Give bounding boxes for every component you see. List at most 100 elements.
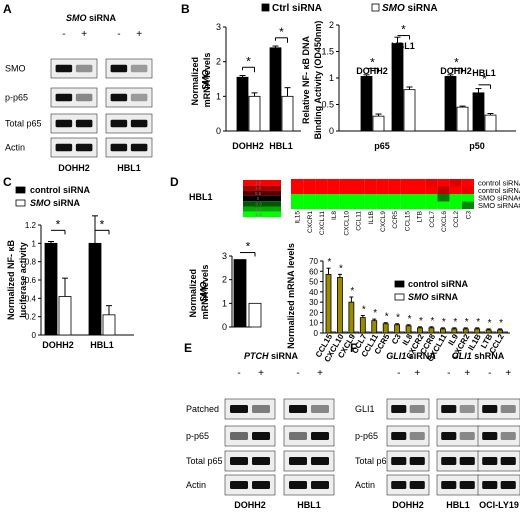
text-part: SMO — [408, 292, 429, 302]
heatmap-cell — [461, 194, 474, 202]
legend-label: control siRNA — [30, 185, 91, 195]
blot-band — [289, 457, 307, 465]
heatmap-cell — [388, 201, 401, 209]
lane-sign: + — [464, 368, 470, 379]
blot-band — [391, 432, 407, 440]
blot-band — [459, 457, 475, 465]
significance-star: * — [482, 72, 487, 86]
blot-band — [110, 143, 128, 152]
axis-label-line: Binding Activity (OD450nm) — [313, 21, 323, 140]
panel-letter: F — [350, 341, 357, 355]
blot-strip — [283, 425, 335, 447]
y-tick-label: 0.8 — [25, 258, 37, 267]
legend-swatch — [371, 3, 380, 12]
legend-label: Ctrl siRNA — [272, 3, 322, 14]
bar — [359, 317, 366, 334]
heatmap-cell — [376, 201, 389, 209]
blot-strip — [283, 398, 335, 420]
heatmap-cell — [376, 179, 389, 187]
blot-band — [75, 93, 93, 102]
bar — [433, 331, 440, 334]
significance-star: * — [499, 318, 503, 329]
blot-strip — [386, 450, 430, 472]
heatmap-cell — [327, 194, 340, 202]
significance-star: * — [246, 240, 251, 254]
bar — [497, 329, 503, 334]
y-tick-label: 0.2 — [25, 313, 37, 322]
y-tick-label: 30 — [309, 298, 318, 307]
cell-line-label: HBL1 — [297, 500, 321, 510]
cell-line-label: DOHH2 — [440, 66, 472, 76]
cell-line-label: DOHH2 — [356, 66, 388, 76]
bar — [330, 331, 337, 334]
legend-swatch — [15, 186, 26, 194]
bar — [474, 328, 481, 334]
axis-label-line: SMO — [198, 282, 208, 303]
axis-label: Relative NF- κB DNA — [301, 35, 311, 124]
lane-sign: + — [136, 29, 142, 40]
bar — [360, 76, 373, 132]
legend-label: SMO siRNA — [408, 292, 459, 302]
blot-band — [252, 432, 270, 440]
blot-band — [391, 405, 407, 413]
cell-line-label: HBL1 — [446, 500, 470, 510]
bar — [248, 302, 262, 328]
significance-star: * — [56, 217, 61, 231]
heatmap-gene-label: LTB — [417, 211, 424, 222]
heatmap-cell — [425, 201, 438, 209]
heatmap-cell — [315, 194, 328, 202]
bar — [394, 324, 401, 334]
heatmap-cell — [315, 201, 328, 209]
blot-row-label: SMO — [5, 64, 26, 74]
y-tick-label: 10 — [309, 319, 318, 328]
blot-band — [110, 119, 128, 128]
significance-star: * — [350, 286, 354, 297]
blot-band — [500, 481, 516, 489]
blot-band — [75, 64, 93, 73]
bar — [387, 331, 394, 334]
blot-band — [441, 457, 457, 465]
heatmap-gene-label: CXCL6 — [441, 211, 448, 232]
heatmap-gene-label: IL8 — [331, 211, 338, 220]
blot-band — [55, 93, 73, 102]
blot-strip — [386, 474, 430, 496]
heatmap-cell — [413, 186, 426, 194]
heatmap-cell — [352, 179, 365, 187]
y-tick-label: 1 — [32, 239, 37, 248]
color-scale-cell — [243, 190, 281, 196]
y-tick-label: 1.5 — [321, 47, 334, 57]
significance-star: * — [401, 23, 406, 37]
color-scale-cell — [243, 201, 281, 207]
blot-band — [110, 64, 128, 73]
y-tick-label: 1 — [216, 91, 221, 101]
blot-band — [482, 405, 498, 413]
x-tick-label: HBL1 — [90, 340, 114, 350]
blot-strip — [386, 398, 430, 420]
bar — [451, 328, 458, 334]
blot-strip — [283, 450, 335, 472]
blot-band — [441, 481, 457, 489]
bar — [102, 314, 116, 336]
blot-band — [459, 481, 475, 489]
axis-label-line: Normalized — [188, 266, 198, 317]
panel-letter: D — [170, 175, 179, 189]
y-tick-label: 2 — [216, 57, 221, 67]
blot-band — [482, 457, 498, 465]
blot-band — [110, 93, 128, 102]
bar — [417, 327, 423, 334]
panel-letter: C — [3, 175, 12, 189]
heatmap-gene-label: C3 — [465, 211, 472, 220]
heatmap-cell — [437, 201, 450, 209]
heatmap-gene-label: CCL7 — [429, 211, 436, 228]
blot-strip — [477, 450, 520, 472]
color-scale-cell — [243, 206, 281, 212]
heatmap-gene-label: IL15 — [295, 211, 302, 224]
blot-row-label: Total p65 — [355, 456, 392, 466]
blot-band — [441, 405, 457, 413]
text-part: SMO — [30, 198, 51, 208]
axis-label: Binding Activity (OD450nm) — [313, 21, 323, 140]
gene-name: GLI1 — [452, 351, 472, 361]
bar — [467, 331, 474, 334]
y-tick-label: 0 — [216, 126, 221, 136]
blot-row-label: p-p65 — [5, 93, 28, 103]
